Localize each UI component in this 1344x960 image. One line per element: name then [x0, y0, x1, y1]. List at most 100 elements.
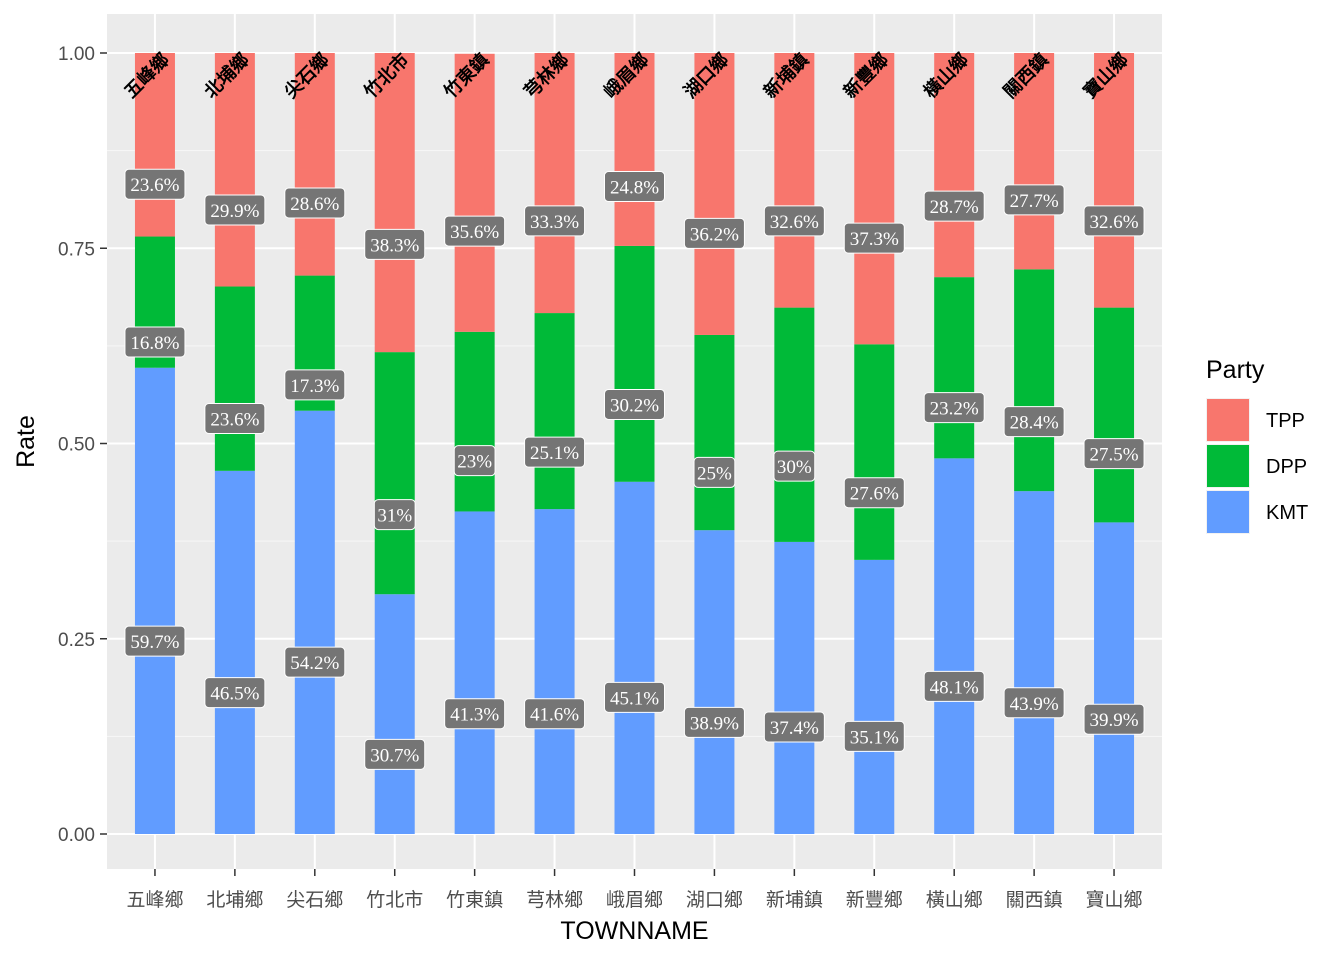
data-label-kmt: 46.5% [204, 677, 266, 709]
bar-kmt [214, 470, 255, 834]
data-label-dpp: 23% [453, 445, 496, 477]
data-label-tpp: 37.3% [843, 222, 905, 254]
bar-tpp [934, 53, 975, 278]
x-axis-title: TOWNNAME [560, 917, 708, 945]
data-label-box [373, 499, 416, 531]
legend: Party TPP DPP KMT [1206, 356, 1308, 534]
data-label-box [923, 190, 985, 222]
data-label-kmt: 54.2% [284, 646, 346, 678]
bar-tpp [1014, 53, 1055, 270]
data-label-dpp: 30.2% [604, 388, 665, 420]
bar-dpp [454, 331, 495, 512]
bar-kmt [294, 410, 335, 834]
bar-dpp [1094, 307, 1135, 523]
data-label-dpp: 27.6% [843, 477, 905, 509]
data-label-text: 46.5% [210, 684, 259, 705]
data-label-dpp: 23.2% [923, 392, 985, 424]
data-label-kmt: 41.3% [444, 698, 506, 730]
data-label-box [923, 670, 985, 702]
x-tick-label: 尖石鄉 [286, 889, 343, 911]
data-label-text: 25.1% [530, 443, 579, 464]
x-tick-label: 關西鎮 [1006, 889, 1063, 911]
data-label-box [1083, 703, 1145, 735]
bar-tpp [854, 53, 895, 345]
x-tick-label: 寶山鄉 [1086, 889, 1143, 911]
data-label-text: 32.6% [1090, 212, 1139, 233]
data-label-tpp: 24.8% [604, 171, 665, 203]
x-tick-label: 北埔鄉 [206, 889, 263, 911]
data-label-box [683, 217, 745, 249]
data-label-text: 23.6% [210, 410, 259, 431]
data-label-box [1083, 205, 1145, 237]
bar-tpp [534, 53, 575, 314]
data-label-text: 23% [457, 452, 492, 473]
bar-tpp [774, 53, 815, 308]
bar-dpp [854, 344, 895, 560]
data-label-kmt: 39.9% [1083, 703, 1145, 735]
data-label-text: 28.7% [930, 197, 979, 218]
data-label-box [843, 477, 905, 509]
y-tick-label: 0.50 [58, 435, 95, 456]
data-label-box [1083, 438, 1145, 470]
data-label-box [763, 205, 825, 237]
data-label-box [124, 625, 186, 657]
data-label-text: 30.2% [610, 395, 659, 416]
bar-kmt [934, 458, 975, 834]
bar-tpp [294, 53, 335, 276]
data-label-box [683, 706, 745, 738]
bar-tpp [1094, 53, 1135, 308]
data-label-text: 29.9% [210, 201, 259, 222]
data-label-dpp: 17.3% [284, 369, 346, 401]
data-label-text: 35.6% [450, 222, 499, 243]
data-label-kmt: 30.7% [364, 738, 426, 770]
data-label-text: 27.7% [1010, 191, 1059, 212]
bar-tpp [454, 53, 495, 332]
legend-label: TPP [1266, 410, 1305, 432]
x-tick-label: 峨眉鄉 [606, 889, 663, 911]
data-label-box [284, 187, 346, 219]
x-tick-label: 竹北市 [366, 889, 423, 911]
data-label-dpp: 16.8% [124, 326, 186, 358]
data-label-dpp: 27.5% [1083, 438, 1145, 470]
bar-tpp [694, 53, 735, 335]
legend-label: KMT [1266, 502, 1308, 524]
bar-dpp [1014, 269, 1055, 492]
data-label-box [604, 171, 665, 203]
data-label-box [524, 698, 586, 730]
data-label-text: 37.3% [850, 229, 899, 250]
data-label-kmt: 59.7% [124, 625, 186, 657]
data-label-text: 31% [377, 506, 412, 527]
legend-items: TPP DPP KMT [1206, 398, 1308, 534]
y-tick-label: 0.25 [58, 630, 95, 651]
data-label-text: 28.6% [290, 194, 339, 215]
data-label-tpp: 32.6% [763, 205, 825, 237]
data-label-box [204, 677, 266, 709]
bars [134, 53, 1135, 834]
y-axis-title: Rate [12, 415, 40, 468]
x-tick-label: 芎林鄉 [526, 889, 583, 911]
data-label-kmt: 48.1% [923, 670, 985, 702]
data-label-box [763, 711, 825, 743]
bar-dpp [934, 277, 975, 459]
data-label-box [204, 194, 266, 226]
legend-swatch-tpp [1207, 399, 1249, 441]
y-tick-label: 1.00 [58, 44, 95, 65]
data-label-text: 32.6% [770, 212, 819, 233]
data-label-box [843, 720, 905, 752]
data-label-dpp: 30% [773, 450, 816, 482]
data-label-kmt: 43.9% [1003, 687, 1065, 719]
bar-kmt [854, 559, 895, 834]
data-label-tpp: 29.9% [204, 194, 266, 226]
data-label-box [364, 738, 426, 770]
data-label-text: 28.4% [1010, 413, 1059, 434]
bar-dpp [614, 245, 655, 482]
legend-label: DPP [1266, 456, 1307, 478]
x-tick-label: 橫山鄉 [926, 889, 983, 911]
data-label-tpp: 32.6% [1083, 205, 1145, 237]
bar-kmt [614, 481, 655, 834]
data-label-text: 54.2% [290, 653, 339, 674]
bar-tpp [214, 53, 255, 287]
data-label-box [693, 456, 736, 488]
data-label-text: 39.9% [1090, 710, 1139, 731]
